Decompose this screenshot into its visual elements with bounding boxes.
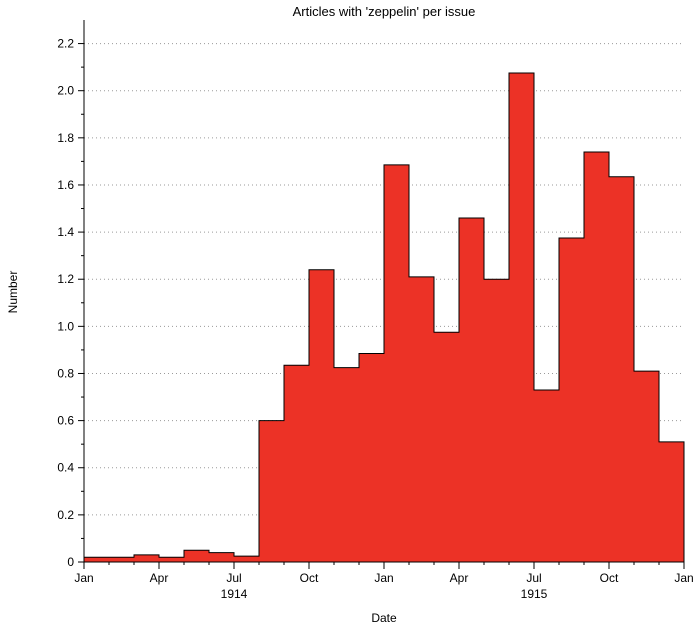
- bar: [334, 367, 360, 562]
- y-tick-label: 0: [67, 555, 74, 569]
- y-tick-label: 0.2: [57, 508, 74, 522]
- x-axis-label: Date: [371, 611, 397, 625]
- bar: [234, 556, 260, 562]
- bar: [159, 557, 185, 562]
- x-year-label: 1915: [521, 587, 548, 601]
- bar: [284, 365, 310, 562]
- x-tick-label: Oct: [300, 571, 319, 585]
- y-tick-label: 1.8: [57, 131, 74, 145]
- bar: [184, 550, 210, 562]
- y-tick-label: 0.6: [57, 414, 74, 428]
- x-tick-label: Jul: [226, 571, 241, 585]
- bar: [584, 151, 610, 562]
- bar: [409, 276, 435, 562]
- x-tick-label: Jan: [374, 571, 393, 585]
- bar: [609, 176, 635, 563]
- bar-outline: [83, 72, 685, 562]
- bar: [659, 441, 685, 562]
- axes: 0 0.2 0.4 0.6 0.8 1.0 1.2 1.4 1.6 1.8 2.0 2.2 Jan Apr…: [57, 20, 694, 601]
- y-axis-label: Number: [6, 271, 20, 314]
- y-tick-label: 1.4: [57, 225, 74, 239]
- y-tick-label: 1.6: [57, 178, 74, 192]
- x-tick-label: Jul: [526, 571, 541, 585]
- bar: [259, 420, 285, 562]
- x-year-label: 1914: [221, 587, 248, 601]
- x-tick-label: Oct: [600, 571, 619, 585]
- bar: [484, 279, 510, 562]
- bar: [309, 269, 335, 562]
- x-tick-label: Apr: [150, 571, 169, 585]
- y-tick-label: 0.8: [57, 366, 74, 380]
- bar: [509, 73, 535, 563]
- y-tick-label: 1.0: [57, 319, 74, 333]
- bar: [534, 389, 560, 562]
- x-tick-label: Jan: [674, 571, 693, 585]
- bar: [634, 371, 660, 562]
- bars: [83, 72, 685, 563]
- bar: [109, 557, 135, 562]
- bar: [459, 217, 485, 563]
- y-tick-label: 2.2: [57, 37, 74, 51]
- bar: [359, 353, 385, 562]
- y-tick-label: 2.0: [57, 84, 74, 98]
- bar: [209, 552, 235, 562]
- y-tick-label: 1.2: [57, 272, 74, 286]
- y-tick-label: 0.4: [57, 461, 74, 475]
- bar: [134, 554, 160, 562]
- bar: [384, 164, 410, 562]
- x-tick-label: Apr: [450, 571, 469, 585]
- bar: [434, 332, 460, 562]
- bar: [84, 557, 110, 562]
- bar: [559, 237, 585, 562]
- chart-title: Articles with 'zeppelin' per issue: [293, 4, 476, 19]
- x-tick-label: Jan: [74, 571, 93, 585]
